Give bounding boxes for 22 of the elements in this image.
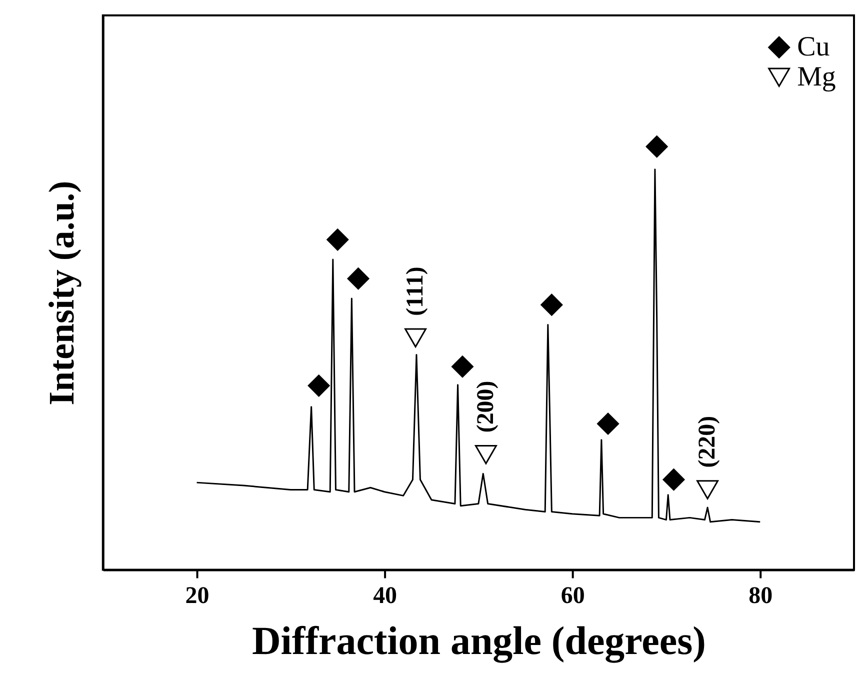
legend-label: Mg	[797, 61, 836, 92]
annotation: (200)	[472, 380, 499, 433]
point	[597, 412, 619, 435]
point	[308, 374, 330, 397]
x-tick-label: 80	[748, 583, 773, 610]
point	[540, 294, 563, 316]
x-tick-label: 20	[185, 583, 210, 610]
point	[662, 468, 685, 491]
x-tick-label: 60	[560, 583, 585, 610]
point	[451, 356, 474, 378]
point	[474, 445, 497, 464]
point	[347, 268, 370, 290]
point	[696, 480, 719, 500]
annotation: (111)	[402, 266, 429, 316]
annotation: (220)	[694, 416, 721, 468]
x-axis-title: Diffraction angle (degrees)	[252, 618, 706, 664]
x-tick-label: 40	[373, 583, 398, 610]
point	[404, 328, 427, 348]
y-axis-title: Intensity (a.u.)	[41, 180, 82, 406]
legend-label: Cu	[797, 31, 830, 62]
point	[326, 228, 349, 251]
point	[646, 136, 668, 158]
